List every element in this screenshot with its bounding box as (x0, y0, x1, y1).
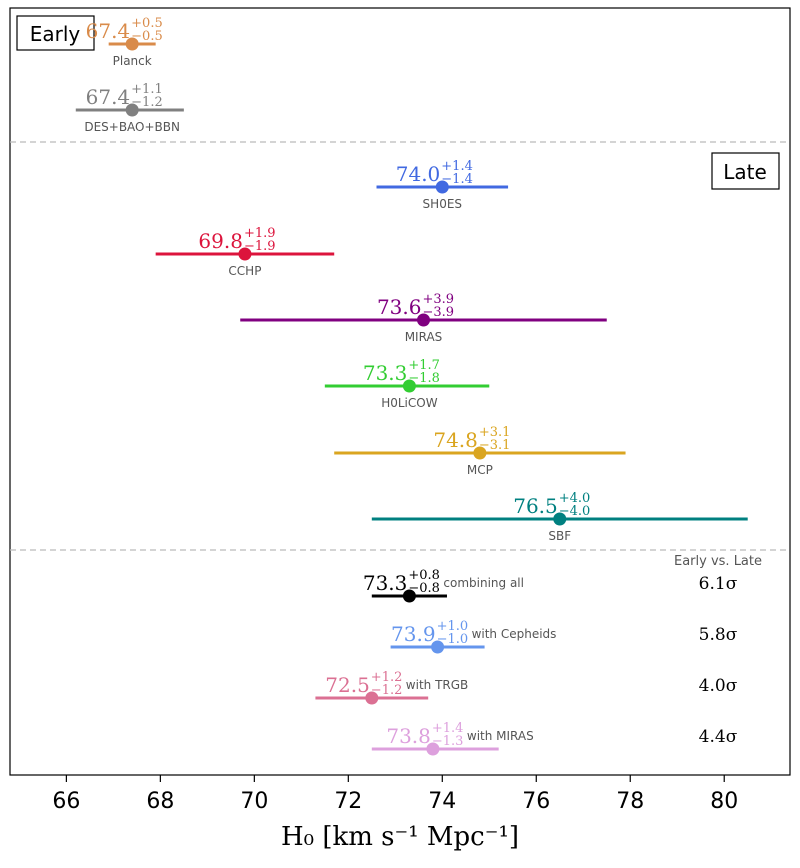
x-axis-label: H₀ [km s⁻¹ Mpc⁻¹] (281, 822, 519, 852)
minus-error-h0licow: −1.8 (408, 371, 440, 386)
value-label-sh0es: 74.0 (396, 162, 441, 186)
plus-error-with-trgb: +1.2 (371, 670, 403, 685)
point-with-cepheids (431, 640, 445, 654)
sigma-with-cepheids: 5.8σ (699, 625, 738, 645)
measurement-planck: 67.4 +0.5−0.5 Planck (86, 16, 163, 68)
x-tick-label-78: 78 (616, 789, 644, 814)
name-label-miras: MIRAS (405, 330, 443, 344)
late-label-box: Late (711, 152, 780, 190)
measurement-with-cepheids: 73.9 +1.0−1.0 with Cepheids 5.8σ (390, 619, 738, 654)
x-tick-label-66: 66 (52, 789, 80, 814)
plus-error-des-bao-bbn: +1.1 (131, 82, 163, 97)
minus-error-sh0es: −1.4 (441, 172, 473, 187)
value-label-with-miras: 73.8 (386, 724, 431, 748)
measurement-des-bao-bbn: 67.4 +1.1−1.2 DES+BAO+BBN (75, 82, 184, 134)
measurement-with-miras: 73.8 +1.4−1.3 with MIRAS 4.4σ (371, 721, 738, 756)
plus-error-planck: +0.5 (131, 16, 163, 31)
point-cchp (238, 247, 252, 261)
name-label-with-miras: with MIRAS (467, 729, 534, 743)
plus-error-mcp: +3.1 (479, 425, 511, 440)
value-label-with-cepheids: 73.9 (391, 622, 436, 646)
early-label-box: Early (16, 15, 95, 51)
point-with-trgb (365, 691, 379, 705)
name-label-cchp: CCHP (228, 264, 261, 278)
name-label-sh0es: SH0ES (423, 197, 462, 211)
plus-error-cchp: +1.9 (244, 226, 276, 241)
late-label-frame (711, 152, 780, 190)
name-label-with-trgb: with TRGB (406, 678, 468, 692)
value-label-planck: 67.4 (86, 19, 131, 43)
minus-error-with-cepheids: −1.0 (437, 632, 469, 647)
minus-error-des-bao-bbn: −1.2 (131, 95, 163, 110)
value-label-combining-all: 73.3 (363, 571, 408, 595)
point-des-bao-bbn (125, 103, 139, 117)
minus-error-miras: −3.9 (422, 305, 454, 320)
sigma-with-miras: 4.4σ (699, 727, 738, 747)
name-label-with-cepheids: with Cepheids (472, 627, 557, 641)
point-h0licow (402, 379, 416, 393)
minus-error-planck: −0.5 (131, 29, 163, 44)
point-sh0es (435, 180, 449, 194)
value-label-cchp: 69.8 (198, 229, 243, 253)
point-sbf (553, 512, 567, 526)
x-tick-label-80: 80 (710, 789, 738, 814)
point-planck (125, 37, 139, 51)
name-label-sbf: SBF (548, 529, 571, 543)
minus-error-mcp: −3.1 (479, 438, 511, 453)
point-miras (416, 313, 430, 327)
plus-error-with-miras: +1.4 (432, 721, 464, 736)
measurement-mcp: 74.8 +3.1−3.1 MCP (334, 425, 626, 477)
value-label-with-trgb: 72.5 (325, 673, 370, 697)
name-label-planck: Planck (113, 54, 152, 68)
name-label-mcp: MCP (467, 463, 493, 477)
measurement-combining-all: 73.3 +0.8−0.8 combining all 6.1σ (363, 568, 738, 603)
value-label-h0licow: 73.3 (363, 361, 408, 385)
x-tick-label-70: 70 (240, 789, 268, 814)
minus-error-combining-all: −0.8 (408, 581, 440, 596)
measurement-sbf: 76.5 +4.0−4.0 SBF (371, 491, 748, 543)
minus-error-sbf: −4.0 (559, 504, 591, 519)
measurement-sh0es: 74.0 +1.4−1.4 SH0ES (376, 159, 509, 211)
sigma-combining-all: 6.1σ (699, 574, 738, 594)
x-tick-label-76: 76 (522, 789, 550, 814)
early-label-frame (16, 15, 95, 51)
measurement-h0licow: 73.3 +1.7−1.8 H0LiCOW (324, 358, 490, 410)
early-label: Early (30, 22, 81, 46)
plus-error-combining-all: +0.8 (408, 568, 440, 583)
plus-error-sbf: +4.0 (559, 491, 591, 506)
minus-error-cchp: −1.9 (244, 239, 276, 254)
plus-error-with-cepheids: +1.0 (437, 619, 469, 634)
minus-error-with-trgb: −1.2 (371, 683, 403, 698)
name-label-h0licow: H0LiCOW (381, 396, 438, 410)
point-combining-all (402, 589, 416, 603)
measurement-cchp: 69.8 +1.9−1.9 CCHP (155, 226, 335, 278)
sigma-header: Early vs. Late (674, 554, 762, 569)
x-tick-label-74: 74 (428, 789, 456, 814)
measurement-miras: 73.6 +3.9−3.9 MIRAS (240, 292, 607, 344)
x-axis: 66 68 70 72 74 76 78 80 (52, 775, 738, 814)
value-label-mcp: 74.8 (433, 428, 478, 452)
value-label-sbf: 76.5 (513, 494, 558, 518)
late-label: Late (723, 160, 767, 184)
point-with-miras (426, 742, 440, 756)
name-label-combining-all: combining all (443, 576, 524, 590)
value-label-des-bao-bbn: 67.4 (86, 85, 131, 109)
minus-error-with-miras: −1.3 (432, 734, 464, 749)
value-label-miras: 73.6 (377, 295, 422, 319)
plot-frame (9, 7, 791, 776)
plus-error-h0licow: +1.7 (408, 358, 440, 373)
plus-error-miras: +3.9 (422, 292, 454, 307)
x-tick-label-72: 72 (334, 789, 362, 814)
name-label-des-bao-bbn: DES+BAO+BBN (84, 120, 180, 134)
plus-error-sh0es: +1.4 (441, 159, 473, 174)
x-tick-label-68: 68 (146, 789, 174, 814)
sigma-with-trgb: 4.0σ (699, 676, 738, 696)
point-mcp (473, 446, 487, 460)
measurement-with-trgb: 72.5 +1.2−1.2 with TRGB 4.0σ (315, 670, 738, 705)
